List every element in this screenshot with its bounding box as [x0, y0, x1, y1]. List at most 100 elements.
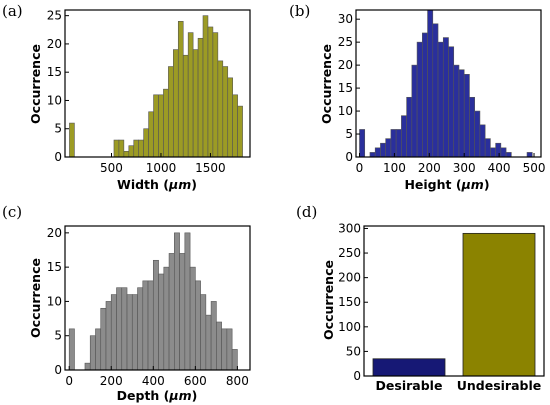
panel-b-bars: [359, 9, 533, 158]
panel-b-x-tick-label: 0: [356, 161, 364, 175]
panel-c-bar: [158, 273, 165, 371]
panel-d-y-tick-label: 0: [353, 369, 361, 383]
panel-b-bar: [406, 96, 413, 158]
panel-a-bar: [217, 60, 224, 158]
panel-b-bar: [416, 41, 423, 158]
panel-b-bar: [469, 96, 475, 158]
panel-c-bar: [189, 266, 196, 371]
panel-a-bar: [197, 37, 204, 158]
panel-c-bar: [168, 253, 175, 371]
panel-a-bar: [227, 77, 233, 158]
panel-c-bar: [116, 287, 123, 371]
panel-d-category-bar-chart: (d) Desirable Undesirable 0 50 100 150 200 250 3…: [296, 203, 545, 393]
panel-b-x-tick-label: 100: [383, 161, 406, 175]
panel-b-bar: [448, 46, 455, 158]
panel-c-x-axis-label: Depth (μm): [117, 388, 198, 403]
panel-b-y-tick-label: 10: [338, 104, 353, 118]
panel-c-letter: (c): [2, 203, 22, 221]
panel-a-y-tick-label: 25: [47, 9, 62, 23]
panel-b-bar: [374, 147, 381, 158]
panel-b-bar: [495, 142, 502, 158]
panel-c-x-tick-label: 0: [65, 374, 73, 388]
panel-b-bar: [474, 110, 481, 158]
panel-b-bar: [442, 37, 449, 158]
panel-a-bar: [207, 26, 214, 158]
panel-b-y-tick-label: 0: [345, 150, 353, 164]
panel-c-bar: [110, 294, 117, 371]
panel-c-y-tick-label: 20: [47, 226, 62, 240]
panel-b-bar: [427, 9, 434, 158]
panel-a-x-tick-label: 500: [100, 161, 123, 175]
panel-a-letter: (a): [2, 2, 23, 20]
panel-c-bar: [89, 335, 96, 371]
panel-a-y-tick-label: 0: [54, 150, 62, 164]
panel-a-bar: [123, 151, 130, 158]
panel-a-bar: [222, 66, 229, 158]
panel-b-bar: [411, 64, 418, 158]
panel-c-bar: [163, 266, 170, 371]
panel-a-bar: [158, 94, 164, 158]
panel-b-bar: [401, 115, 407, 158]
panel-b-bar: [437, 41, 444, 158]
panel-c-bar: [100, 307, 107, 371]
panel-d-category-label: Desirable: [376, 378, 443, 393]
panel-b-bar: [453, 64, 460, 158]
panel-c-bar: [131, 294, 138, 371]
panel-b-bar: [369, 152, 376, 158]
panel-a-y-tick-label: 20: [47, 37, 62, 51]
panel-b-y-axis-label: Occurrence: [319, 44, 334, 124]
panel-c-bar: [95, 328, 102, 371]
panel-a-bar: [168, 66, 174, 158]
panel-d-y-tick-label: 50: [346, 344, 361, 358]
panel-c-bar: [126, 294, 133, 371]
panel-b-x-axis-label: Height (μm): [404, 177, 489, 192]
panel-d-y-tick-label: 150: [338, 295, 361, 309]
panel-c-bar: [105, 301, 112, 371]
panel-c-bar: [216, 321, 222, 371]
panel-b-bar: [479, 124, 486, 158]
panel-a-x-axis-label: Width (μm): [117, 177, 197, 192]
panel-d-bar-desirable: [372, 358, 446, 377]
panel-c-depth-histogram: (c) 0 200 400 600 800 0 5 10 15 20 Depth (μm) Occ…: [2, 203, 251, 403]
panel-c-bar: [226, 328, 233, 371]
panel-d-y-tick-label: 300: [338, 221, 361, 235]
panel-c-bar: [152, 259, 159, 371]
panel-a-bar: [143, 128, 149, 158]
panel-d-ticks: Desirable Undesirable 0 50 100 150 200 250 300: [338, 221, 541, 393]
panel-a-y-tick-label: 5: [54, 122, 62, 136]
panel-a-bar: [163, 88, 169, 158]
panel-a-bar: [173, 49, 179, 158]
panel-c-bar: [84, 362, 91, 371]
panel-d-category-label: Undesirable: [457, 378, 542, 393]
panel-c-bar: [231, 349, 238, 371]
panel-c-x-tick-label: 400: [142, 374, 165, 388]
panel-b-height-histogram: (b) 0 100 200 300 400 500 0 5 10 15 20 25 30 Height …: [289, 2, 545, 192]
panel-a-x-tick-label: 1500: [195, 161, 226, 175]
panel-d-letter: (d): [296, 203, 317, 221]
panel-d-bars: [372, 232, 536, 377]
panel-c-y-tick-label: 10: [47, 294, 62, 308]
panel-a-bar: [153, 94, 159, 158]
panel-b-y-tick-label: 5: [345, 127, 353, 141]
panel-a-bar: [138, 139, 144, 158]
panel-b-bar: [490, 147, 496, 158]
panel-c-x-tick-label: 200: [100, 374, 123, 388]
panel-a-bar: [212, 32, 219, 158]
panel-b-bar: [463, 74, 470, 158]
panel-c-bar: [137, 287, 144, 371]
panel-b-bar: [380, 142, 386, 158]
panel-a-bar: [128, 145, 135, 158]
panel-a-bars: [69, 15, 243, 158]
panel-a-bar: [192, 49, 199, 158]
panel-a-width-histogram: (a) 500 1000 1500 0 5 10 15 20 25 Width (μm) Occ…: [2, 2, 251, 192]
panel-c-bar: [205, 314, 212, 371]
panel-a-bar: [182, 54, 189, 158]
panel-b-y-tick-label: 30: [338, 12, 353, 26]
panel-c-x-tick-label: 800: [226, 374, 249, 388]
panel-c-y-tick-label: 0: [54, 363, 62, 377]
panel-b-y-tick-label: 15: [338, 81, 353, 95]
panel-b-bar: [505, 152, 512, 158]
panel-a-bar: [133, 139, 140, 158]
panel-d-y-tick-label: 200: [338, 271, 361, 285]
